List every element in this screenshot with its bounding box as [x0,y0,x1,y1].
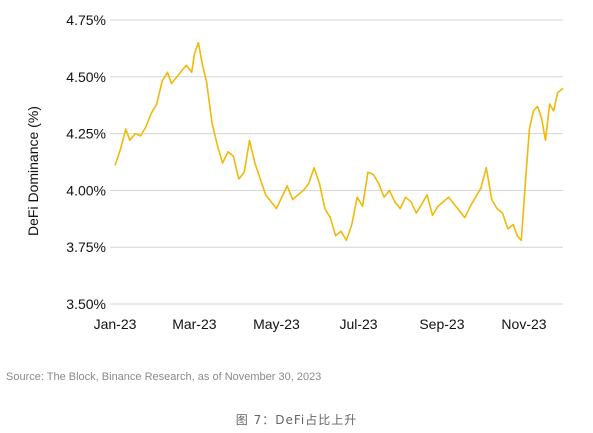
y-tick-label: 4.25% [66,126,106,142]
x-tick-label: Jan-23 [94,316,137,332]
y-tick-label: 4.00% [66,182,106,198]
y-tick-label: 3.75% [66,239,106,255]
x-tick-label: Jul-23 [339,316,377,332]
y-tick-label: 4.50% [66,69,106,85]
source-note: Source: The Block, Binance Research, as … [6,371,322,383]
gridlines [110,19,563,305]
x-tick-label: Mar-23 [172,316,217,332]
series-line [114,41,564,242]
y-axis-label: DeFi Dominance (%) [25,106,41,236]
x-tick-label: May-23 [253,316,300,332]
x-axis-ticks: Jan-23 Mar-23 May-23 Jul-23 Sep-23 Nov-23 [94,316,547,332]
y-axis-ticks: 3.50% 3.75% 4.00% 4.25% 4.50% 4.75% [66,12,106,312]
y-tick-label: 3.50% [66,296,106,312]
y-tick-label: 4.75% [66,12,106,28]
x-tick-label: Nov-23 [501,316,546,332]
figure-caption: 图 7：DeFi占比上升 [235,413,358,427]
x-tick-label: Sep-23 [419,316,464,332]
defi-dominance-chart: 3.50% 3.75% 4.00% 4.25% 4.50% 4.75% Jan-23 Mar… [25,12,564,332]
